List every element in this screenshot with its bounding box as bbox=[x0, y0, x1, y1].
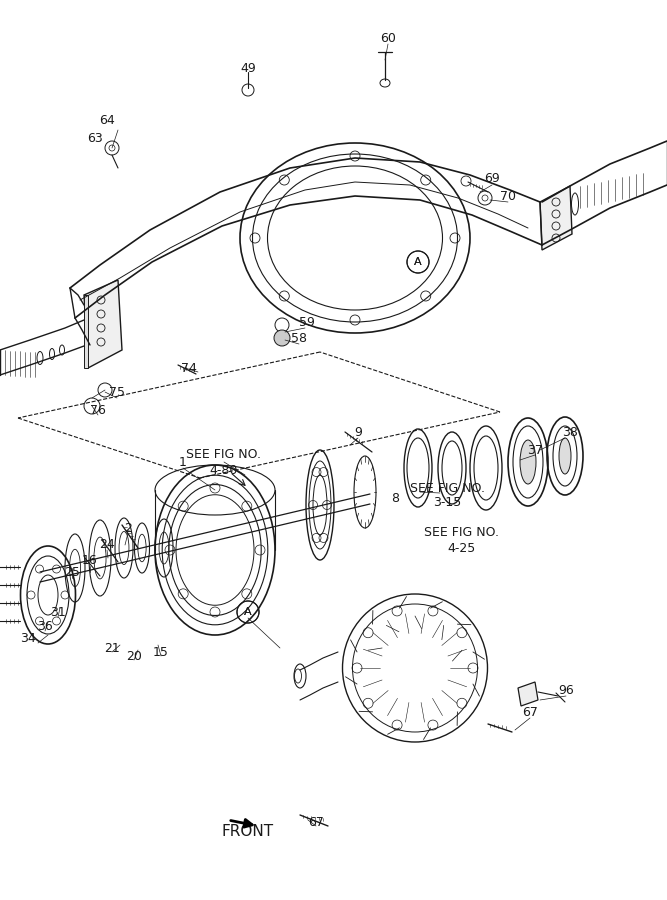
Text: A: A bbox=[414, 257, 422, 267]
Text: 31: 31 bbox=[50, 606, 66, 618]
Text: SEE FIG NO.: SEE FIG NO. bbox=[424, 526, 500, 539]
Circle shape bbox=[274, 330, 290, 346]
Text: 2: 2 bbox=[124, 521, 132, 535]
Text: 67: 67 bbox=[308, 815, 324, 829]
Text: SEE FIG NO.: SEE FIG NO. bbox=[187, 448, 261, 462]
Text: 25: 25 bbox=[64, 566, 80, 580]
Text: 63: 63 bbox=[87, 131, 103, 145]
Text: 34: 34 bbox=[20, 632, 36, 644]
Text: A: A bbox=[244, 607, 252, 617]
Text: A: A bbox=[414, 257, 422, 267]
Text: 24: 24 bbox=[99, 538, 115, 552]
Text: 9: 9 bbox=[354, 426, 362, 438]
Text: FRONT: FRONT bbox=[222, 824, 274, 840]
Text: 76: 76 bbox=[90, 403, 106, 417]
Ellipse shape bbox=[559, 438, 571, 474]
Text: 64: 64 bbox=[99, 113, 115, 127]
Text: SEE FIG NO.: SEE FIG NO. bbox=[410, 482, 484, 494]
Text: 59: 59 bbox=[299, 316, 315, 328]
Polygon shape bbox=[540, 186, 572, 250]
Text: 16: 16 bbox=[82, 554, 98, 568]
Ellipse shape bbox=[520, 440, 536, 484]
Text: 67: 67 bbox=[522, 706, 538, 719]
Text: 58: 58 bbox=[291, 331, 307, 345]
Polygon shape bbox=[84, 280, 122, 368]
Text: 60: 60 bbox=[380, 32, 396, 44]
Text: 49: 49 bbox=[240, 61, 256, 75]
Text: 8: 8 bbox=[391, 491, 399, 505]
Text: 70: 70 bbox=[500, 190, 516, 203]
Text: 75: 75 bbox=[109, 386, 125, 400]
Text: 21: 21 bbox=[104, 642, 120, 654]
Text: 96: 96 bbox=[558, 683, 574, 697]
Polygon shape bbox=[84, 295, 88, 368]
Text: 36: 36 bbox=[37, 619, 53, 633]
Text: 4-25: 4-25 bbox=[448, 542, 476, 554]
Text: 3-15: 3-15 bbox=[433, 497, 461, 509]
Text: 74: 74 bbox=[181, 362, 197, 374]
Text: A: A bbox=[244, 607, 252, 617]
Text: 4-80: 4-80 bbox=[210, 464, 238, 478]
Text: 20: 20 bbox=[126, 650, 142, 662]
Text: 69: 69 bbox=[484, 172, 500, 184]
Text: 38: 38 bbox=[562, 426, 578, 438]
Text: 37: 37 bbox=[527, 444, 543, 456]
Polygon shape bbox=[518, 682, 538, 706]
Text: 1: 1 bbox=[179, 455, 187, 469]
Text: 15: 15 bbox=[153, 645, 169, 659]
